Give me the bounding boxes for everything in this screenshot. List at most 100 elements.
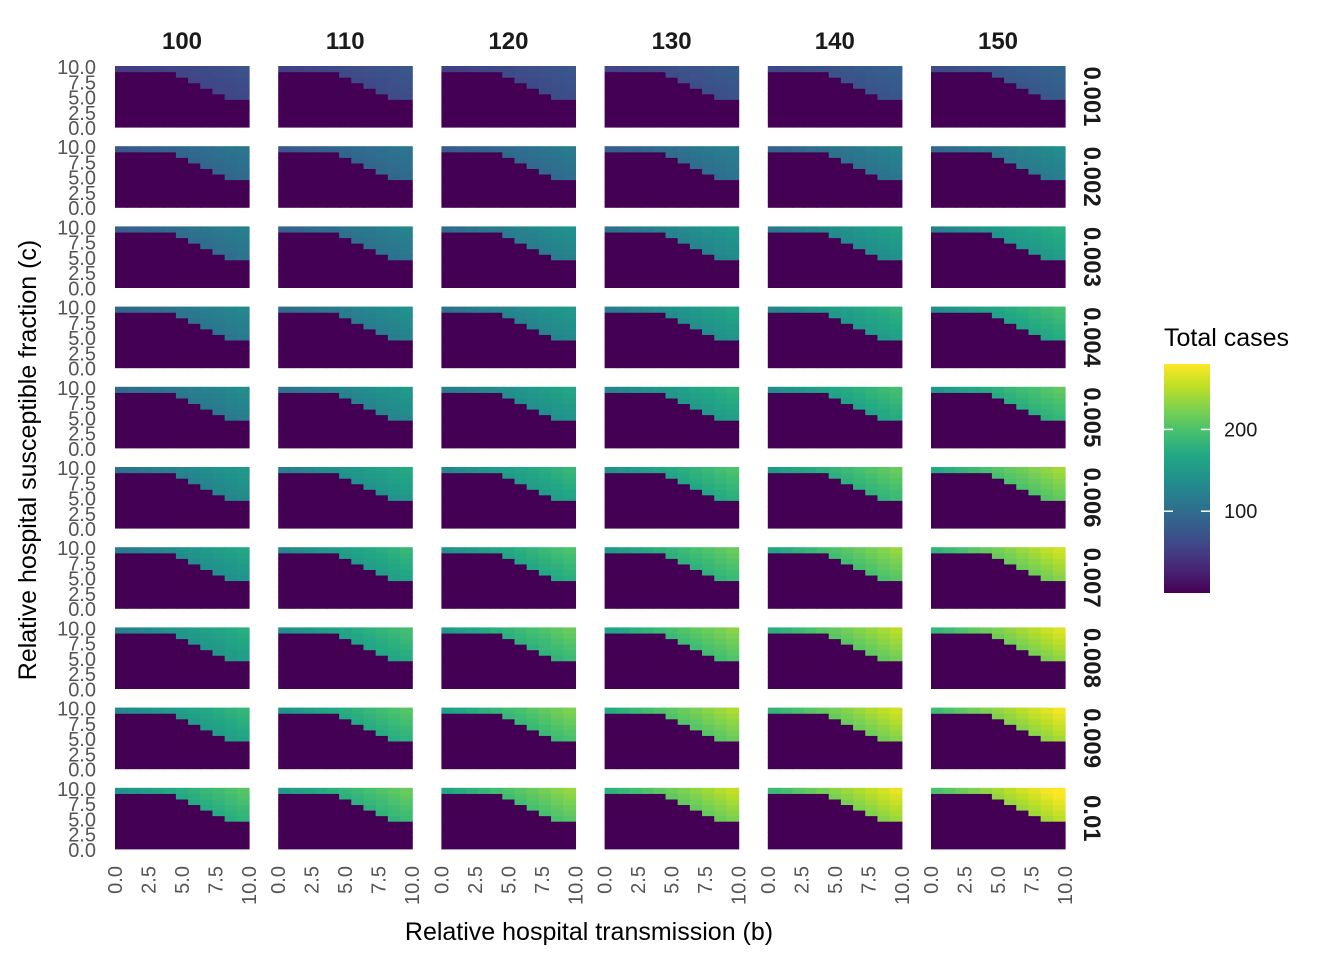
heat-cell (224, 563, 238, 570)
heat-cell (453, 569, 467, 576)
heat-cell (351, 243, 365, 250)
heat-cell (689, 66, 703, 73)
heat-cell (1004, 442, 1017, 449)
heat-cell (375, 82, 389, 89)
panel-120-0.004 (441, 306, 576, 369)
heat-cell (453, 157, 467, 164)
heat-cell (400, 516, 413, 524)
heat-cell (628, 511, 642, 518)
heat-cell (792, 356, 805, 363)
heat-cell (1004, 312, 1017, 319)
heat-cell (865, 71, 879, 78)
heat-cell (387, 110, 401, 117)
heat-cell (702, 115, 715, 123)
heat-cell (1040, 196, 1054, 203)
heat-cell (877, 472, 891, 479)
heat-cell (804, 552, 818, 559)
heat-cell (339, 483, 352, 490)
heat-cell (616, 362, 630, 369)
heat-cell (514, 500, 528, 507)
heat-cell (441, 179, 455, 186)
heat-cell (689, 201, 703, 208)
heat-cell (677, 243, 691, 250)
heat-cell (302, 334, 316, 341)
heat-cell (278, 82, 291, 89)
heat-cell (1040, 403, 1054, 410)
heat-cell (441, 185, 455, 192)
heat-cell (387, 71, 401, 78)
heat-cell (188, 121, 201, 128)
heat-cell (490, 386, 503, 393)
heat-cell (1004, 345, 1017, 352)
heat-cell (991, 88, 1005, 95)
heat-cell (363, 403, 377, 410)
heat-cell (363, 489, 377, 496)
heat-cell (375, 93, 389, 100)
heat-cell (563, 99, 576, 106)
heat-cell (363, 77, 377, 84)
heat-cell (604, 356, 618, 363)
heat-cell (290, 254, 304, 261)
heat-cell (551, 516, 564, 524)
panel-100-0.002 (115, 146, 250, 208)
heat-cell (604, 516, 618, 524)
heat-cell (677, 254, 691, 261)
heat-cell (477, 66, 491, 73)
heat-cell (400, 339, 413, 347)
heat-cell (502, 350, 516, 358)
heat-cell (400, 259, 413, 266)
heat-cell (689, 362, 703, 369)
heat-cell (465, 563, 479, 570)
heat-cell (139, 431, 153, 438)
heat-cell (955, 317, 969, 324)
heat-cell (551, 88, 564, 95)
heat-cell (351, 323, 365, 330)
heat-cell (139, 121, 153, 128)
heat-cell (212, 88, 226, 95)
heat-cell (816, 386, 830, 393)
heat-cell (326, 516, 340, 524)
heat-cell (490, 104, 503, 111)
heat-cell (677, 436, 691, 443)
heat-cell (490, 185, 503, 192)
heat-cell (115, 312, 128, 319)
heat-cell (689, 121, 703, 128)
heat-cell (804, 483, 818, 490)
heat-cell (877, 146, 891, 153)
heat-cell (387, 190, 401, 197)
heat-cell (853, 442, 866, 449)
heat-cell (290, 328, 304, 335)
heat-cell (816, 265, 830, 272)
heat-cell (151, 425, 165, 432)
heat-cell (779, 420, 793, 427)
heat-cell (955, 190, 969, 197)
heat-cell (526, 516, 540, 524)
heat-cell (139, 328, 153, 335)
heat-cell (877, 414, 891, 421)
heat-cell (175, 558, 189, 565)
heat-cell (677, 162, 691, 169)
heat-cell (931, 392, 944, 399)
heat-cell (163, 88, 177, 95)
heat-cell (200, 77, 214, 84)
heat-cell (889, 522, 903, 529)
heat-cell (490, 563, 503, 570)
heat-cell (441, 110, 455, 117)
heat-cell (865, 563, 879, 570)
heat-cell (514, 580, 528, 587)
heat-cell (115, 516, 128, 524)
heat-cell (1004, 317, 1017, 324)
heat-cell (453, 248, 467, 255)
heat-cell (991, 196, 1005, 203)
heat-cell (665, 442, 679, 449)
heat-cell (175, 248, 189, 255)
heat-cell (538, 563, 552, 570)
heat-cell (804, 345, 818, 352)
heat-cell (726, 552, 740, 559)
heat-cell (453, 306, 467, 313)
heat-cell (236, 231, 250, 239)
heat-cell (514, 231, 528, 239)
heat-cell (991, 436, 1005, 443)
heat-cell (236, 511, 250, 518)
heat-cell (877, 362, 891, 369)
